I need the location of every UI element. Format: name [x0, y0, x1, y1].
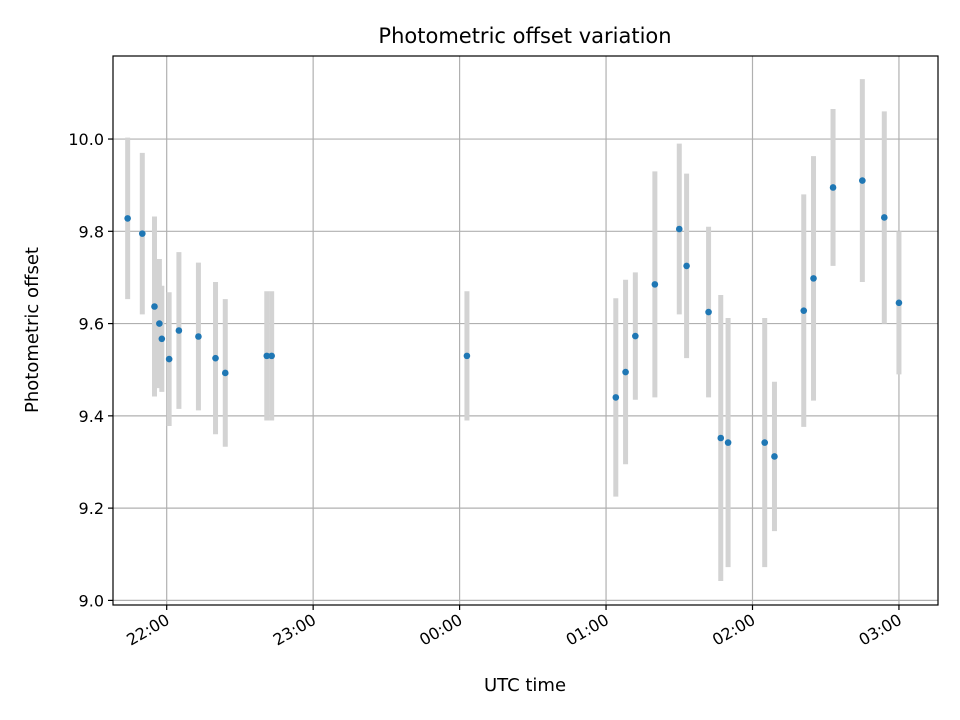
y-tick-label: 9.6	[79, 315, 104, 334]
data-point	[612, 394, 620, 401]
data-point	[156, 320, 163, 327]
data-point	[124, 215, 131, 222]
data-points	[124, 177, 903, 460]
data-point	[724, 439, 732, 446]
data-point	[165, 355, 173, 363]
data-point	[268, 352, 275, 360]
data-point	[138, 230, 146, 237]
data-point	[800, 307, 808, 314]
y-axis-title: Photometric offset	[22, 247, 43, 413]
data-point	[463, 352, 471, 360]
data-point	[859, 177, 866, 184]
plot-frame	[112, 55, 939, 606]
data-point	[761, 439, 769, 446]
x-axis-title: UTC time	[484, 675, 566, 696]
data-point	[622, 368, 629, 376]
data-point	[683, 262, 690, 270]
data-point	[810, 275, 817, 282]
data-point	[895, 299, 903, 307]
data-point	[151, 303, 158, 310]
data-point	[263, 352, 271, 360]
y-axis-ticks: 9.0 9.2 9.4 9.6 9.8 10.0	[68, 130, 113, 610]
data-point	[771, 453, 778, 460]
y-tick-label: 9.8	[79, 222, 104, 241]
data-point	[195, 333, 202, 340]
data-point	[717, 434, 725, 442]
grid-lines	[113, 56, 938, 605]
data-point	[632, 332, 639, 340]
y-tick-label: 9.2	[79, 499, 104, 518]
y-tick-label: 9.0	[79, 591, 104, 610]
data-point	[881, 214, 888, 221]
data-point	[175, 327, 183, 334]
data-point	[158, 335, 166, 343]
data-point	[651, 281, 659, 288]
data-point	[705, 308, 712, 316]
y-tick-label: 10.0	[68, 130, 104, 149]
data-point	[675, 225, 683, 233]
data-point	[829, 184, 837, 191]
chart-title: Photometric offset variation	[378, 24, 671, 48]
data-point	[212, 354, 219, 362]
data-point	[221, 369, 229, 377]
y-tick-label: 9.4	[79, 407, 104, 426]
